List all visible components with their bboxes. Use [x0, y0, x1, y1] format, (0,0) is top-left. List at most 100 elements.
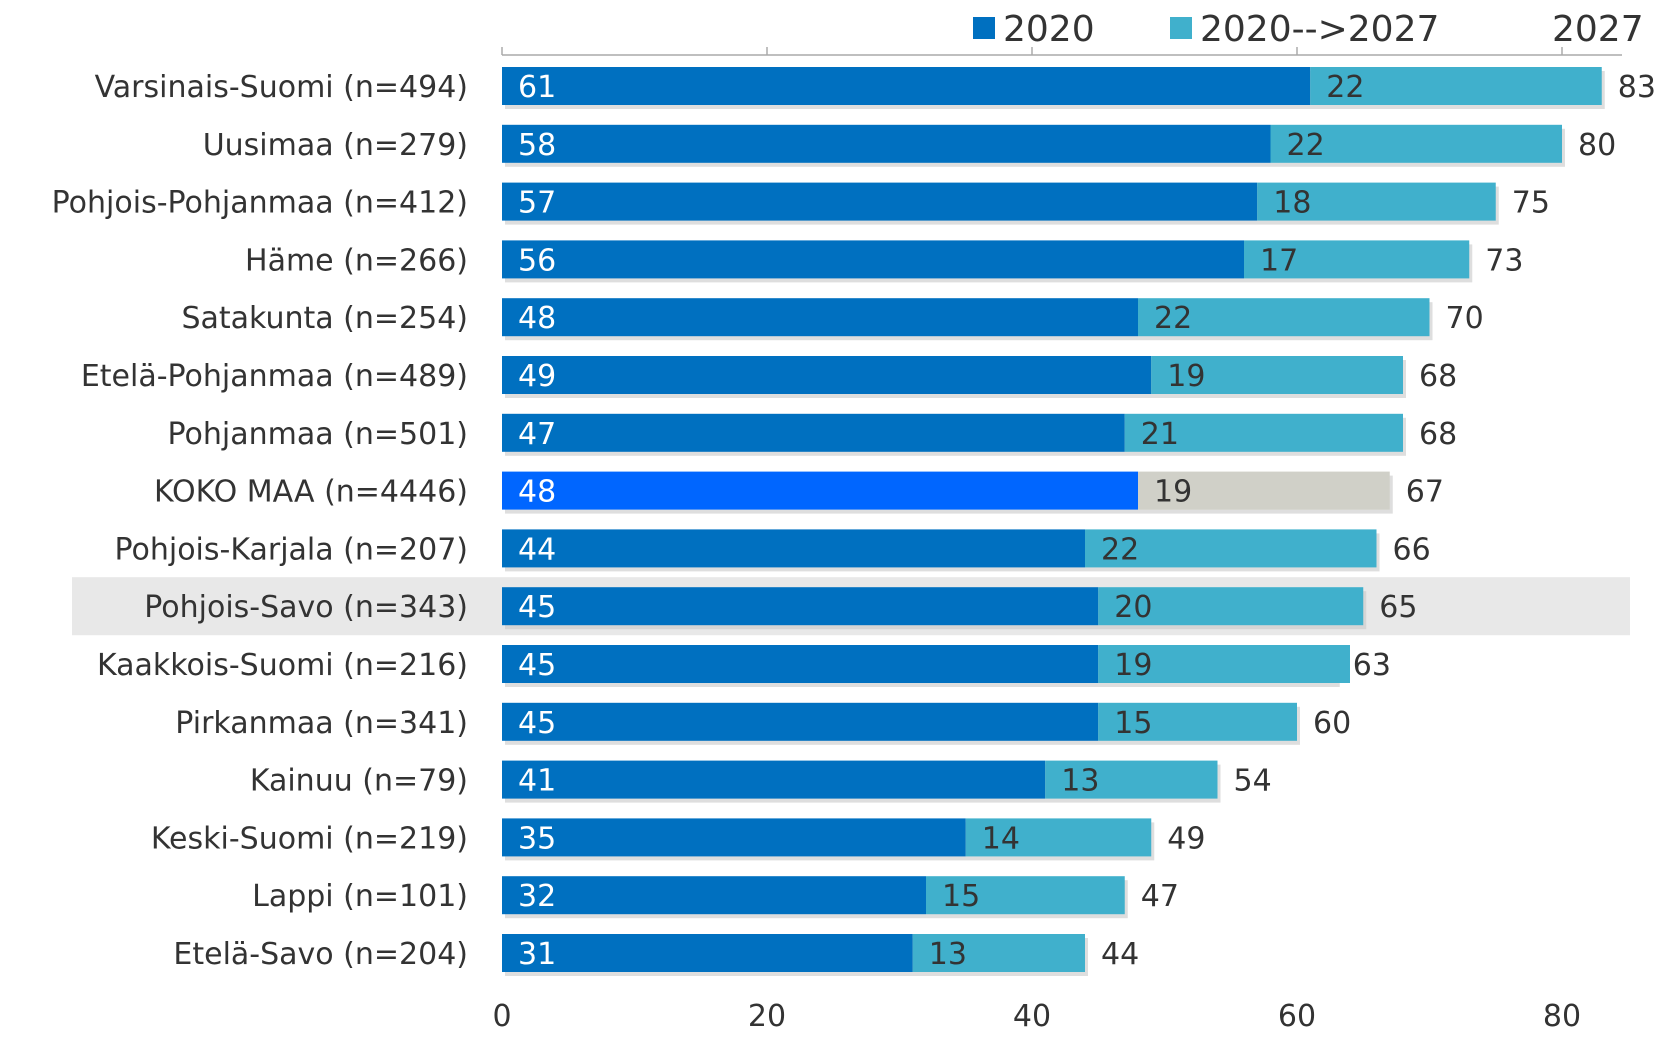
bar-2020 [502, 298, 1138, 337]
value-label-change: 22 [1101, 532, 1139, 567]
value-label-change: 13 [929, 937, 967, 972]
value-label-2020: 57 [518, 186, 556, 221]
bar-2020 [502, 702, 1099, 741]
value-label-change: 19 [1167, 359, 1205, 394]
bar-2020 [502, 413, 1125, 452]
value-label-2020: 49 [518, 359, 556, 394]
legend-swatch [973, 17, 995, 39]
category-label: Pirkanmaa (n=341) [175, 706, 468, 741]
category-label: Uusimaa (n=279) [203, 128, 468, 163]
value-label-2027: 67 [1406, 475, 1444, 510]
legend-item-2020: 2020 [1003, 9, 1095, 50]
value-label-change: 19 [1114, 648, 1152, 683]
category-label: Häme (n=266) [245, 243, 468, 278]
value-label-2020: 56 [518, 243, 556, 278]
bar-2020 [502, 587, 1099, 626]
x-tick-label: 0 [492, 999, 511, 1034]
x-axis: 0 20 40 60 80 [492, 47, 1622, 1034]
value-label-2020: 61 [518, 70, 556, 105]
value-label-2020: 48 [518, 475, 556, 510]
value-label-2027: 73 [1485, 243, 1523, 278]
category-labels: Varsinais-Suomi (n=494) Uusimaa (n=279) Po… [52, 70, 468, 972]
value-label-change: 15 [1114, 706, 1152, 741]
value-label-2027: 49 [1167, 821, 1205, 856]
bar-2020 [502, 471, 1138, 510]
bar-change [1098, 702, 1297, 741]
value-label-change: 19 [1154, 475, 1192, 510]
bar-2020 [502, 240, 1244, 279]
category-label: Lappi (n=101) [252, 879, 468, 914]
category-label: Pohjanmaa (n=501) [168, 417, 468, 452]
value-label-change: 22 [1326, 70, 1364, 105]
value-label-2020: 32 [518, 879, 556, 914]
value-label-2020: 48 [518, 301, 556, 336]
bar-change [1045, 760, 1218, 799]
bar-change [965, 818, 1152, 857]
bar-2020 [502, 182, 1258, 221]
category-label: Pohjois-Savo (n=343) [144, 590, 468, 625]
value-label-2020: 44 [518, 532, 556, 567]
bar-2020 [502, 124, 1271, 163]
value-label-change: 17 [1260, 243, 1298, 278]
value-label-change: 22 [1154, 301, 1192, 336]
value-label-change: 13 [1061, 764, 1099, 799]
bar-change [1310, 67, 1602, 105]
bar-change [1151, 356, 1403, 394]
value-label-2020: 45 [518, 648, 556, 683]
legend-item-2027: 2027 [1552, 9, 1644, 50]
value-label-2020: 47 [518, 417, 556, 452]
category-label: Satakunta (n=254) [181, 301, 468, 336]
category-label: Pohjois-Pohjanmaa (n=412) [52, 186, 468, 221]
value-label-2020: 45 [518, 590, 556, 625]
value-label-2020: 31 [518, 937, 556, 972]
value-label-2027: 47 [1141, 879, 1179, 914]
category-label: Keski-Suomi (n=219) [151, 821, 468, 856]
value-label-2027: 66 [1393, 532, 1431, 567]
category-label: Etelä-Savo (n=204) [173, 937, 468, 972]
value-label-2027: 63 [1353, 648, 1391, 683]
bar-2020 [502, 876, 926, 915]
bar-change [1124, 413, 1403, 452]
value-label-change: 21 [1141, 417, 1179, 452]
bar-change [1270, 124, 1562, 163]
bar-change [1257, 182, 1496, 221]
value-label-2027: 75 [1512, 186, 1550, 221]
bar-change [1098, 587, 1364, 626]
bar-2020 [502, 67, 1311, 105]
bar-change [926, 876, 1125, 915]
value-label-change: 15 [942, 879, 980, 914]
value-label-2020: 35 [518, 821, 556, 856]
bar-change [1098, 645, 1350, 683]
value-label-2020: 58 [518, 128, 556, 163]
x-tick-label: 20 [748, 999, 786, 1034]
bar-2020 [502, 356, 1152, 394]
value-label-2027: 65 [1379, 590, 1417, 625]
value-label-change: 20 [1114, 590, 1152, 625]
value-label-2020: 41 [518, 764, 556, 799]
category-label: Etelä-Pohjanmaa (n=489) [81, 359, 468, 394]
category-label: Pohjois-Karjala (n=207) [114, 532, 468, 567]
value-label-2027: 68 [1419, 417, 1457, 452]
value-label-change: 22 [1287, 128, 1325, 163]
bars: 61 22 83 58 22 80 57 18 75 56 17 73 48 22 70 49 19 68 47 21… [502, 67, 1656, 976]
bar-2020 [502, 645, 1099, 683]
bar-2020 [502, 760, 1046, 799]
x-tick-label: 80 [1543, 999, 1581, 1034]
category-label: Kaakkois-Suomi (n=216) [97, 648, 468, 683]
bar-change [1138, 471, 1390, 510]
bar-change [912, 934, 1085, 972]
value-label-2027: 44 [1101, 937, 1139, 972]
value-label-2027: 54 [1234, 764, 1272, 799]
category-label: Kainuu (n=79) [250, 764, 468, 799]
x-tick-label: 40 [1013, 999, 1051, 1034]
bar-2020 [502, 818, 966, 857]
value-label-2027: 80 [1578, 128, 1616, 163]
bar-change [1085, 529, 1377, 568]
value-label-change: 14 [982, 821, 1020, 856]
bar-2020 [502, 934, 913, 972]
value-label-2027: 68 [1419, 359, 1457, 394]
legend: 2020 2020-->2027 2027 [973, 9, 1644, 50]
value-label-2027: 60 [1313, 706, 1351, 741]
value-label-2027: 70 [1446, 301, 1484, 336]
